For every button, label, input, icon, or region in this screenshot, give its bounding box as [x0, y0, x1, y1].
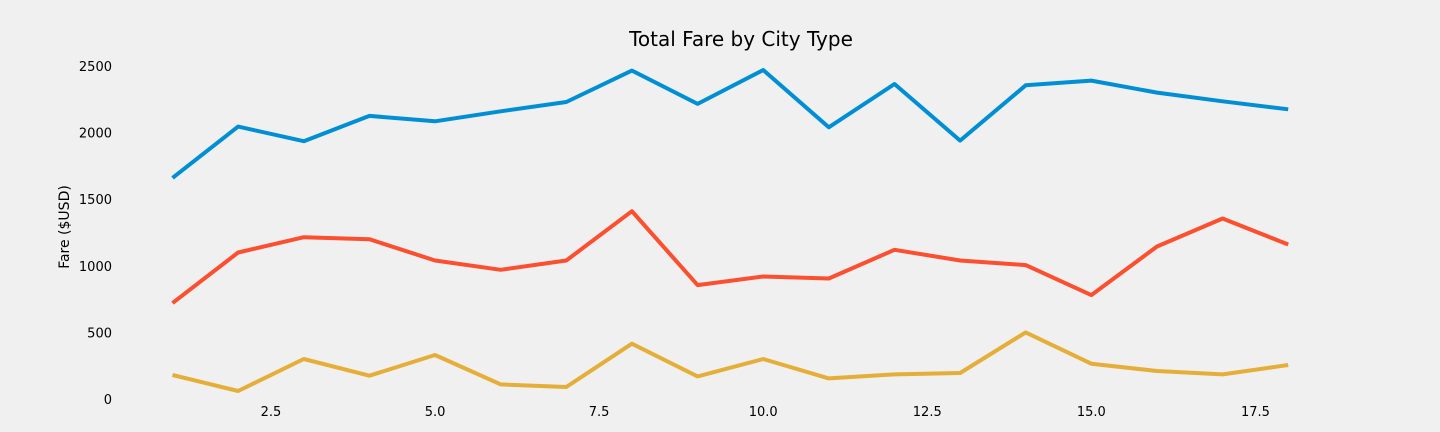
y-tick-label: 1000	[79, 260, 112, 275]
x-tick-label: 15.0	[1077, 405, 1106, 420]
series-line-2	[171, 209, 1289, 305]
x-tick-label: 12.5	[913, 405, 942, 420]
x-tick-label: 7.5	[589, 405, 610, 420]
y-tick-label: 2500	[79, 60, 112, 75]
y-tick-label: 2000	[79, 127, 112, 142]
x-tick-label: 10.0	[749, 405, 778, 420]
series-lines	[171, 68, 1289, 393]
series-line-1	[171, 68, 1289, 180]
y-tick-label: 1500	[79, 193, 112, 208]
x-tick-labels: 2.5 5.0 7.5 10.0 12.5 15.0 17.5	[261, 405, 1270, 420]
x-tick-label: 17.5	[1241, 405, 1270, 420]
y-axis-label: Fare ($USD)	[57, 185, 73, 269]
series-line-3	[172, 330, 1289, 393]
x-tick-label: 5.0	[425, 405, 446, 420]
y-tick-label: 0	[104, 393, 112, 408]
y-tick-label: 500	[87, 326, 112, 341]
x-tick-label: 2.5	[261, 405, 282, 420]
chart-title: Total Fare by City Type	[628, 27, 853, 51]
y-tick-labels: 0 500 1000 1500 2000 2500	[79, 60, 112, 408]
